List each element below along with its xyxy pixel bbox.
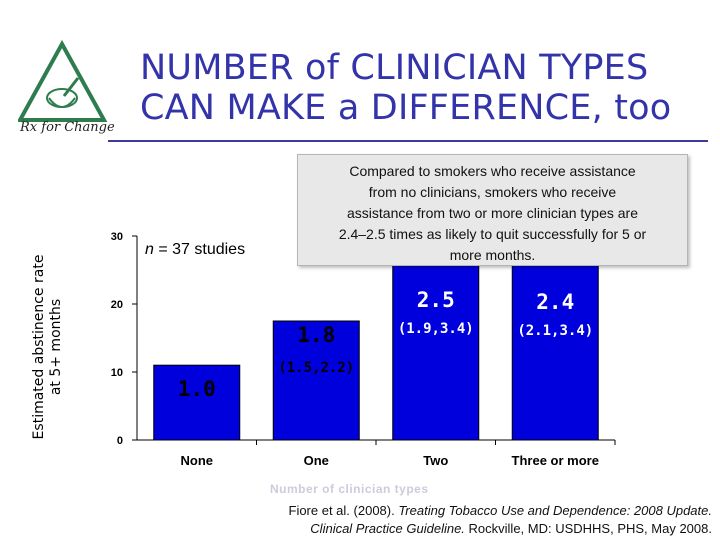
x-tick-label: None (181, 453, 214, 468)
y-tick-label: 30 (111, 231, 123, 243)
title-divider (108, 140, 708, 142)
value-label: 2.4 (536, 290, 574, 314)
citation: Fiore et al. (2008). Treating Tobacco Us… (288, 503, 713, 536)
bar-none (153, 364, 241, 441)
x-tick-label: Two (423, 453, 448, 468)
bar-two (392, 252, 480, 441)
callout-box: Compared to smokers who receive assistan… (297, 154, 688, 266)
ci-label: (1.5,2.2) (278, 360, 354, 376)
bar-one (272, 320, 360, 441)
x-tick-label: One (304, 453, 329, 468)
x-axis-label: Number of clinician types (270, 482, 429, 496)
ci-label: (1.9,3.4) (398, 321, 474, 337)
bar-three-or-more (511, 259, 599, 441)
n-studies-annotation: n = 37 studies (145, 241, 245, 258)
value-label: 1.0 (178, 377, 216, 401)
y-tick-label: 10 (111, 367, 123, 379)
y-tick-label: 0 (117, 435, 123, 447)
logo-triangle (18, 40, 108, 122)
page-title: NUMBER of CLINICIAN TYPES CAN MAKE a DIF… (140, 48, 700, 128)
pestle-icon (62, 77, 80, 97)
value-label: 1.8 (297, 323, 335, 347)
logo-text: Rx for Change (19, 120, 115, 135)
rx-for-change-logo: Rx for Change (18, 40, 115, 135)
ci-label: (2.1,3.4) (517, 323, 593, 339)
title-line-2: CAN MAKE a DIFFERENCE, too (140, 88, 672, 128)
x-tick-label: Three or more (512, 453, 599, 468)
value-label: 2.5 (417, 288, 455, 312)
title-line-1: NUMBER of CLINICIAN TYPES (140, 48, 649, 88)
y-tick-label: 20 (111, 299, 123, 311)
